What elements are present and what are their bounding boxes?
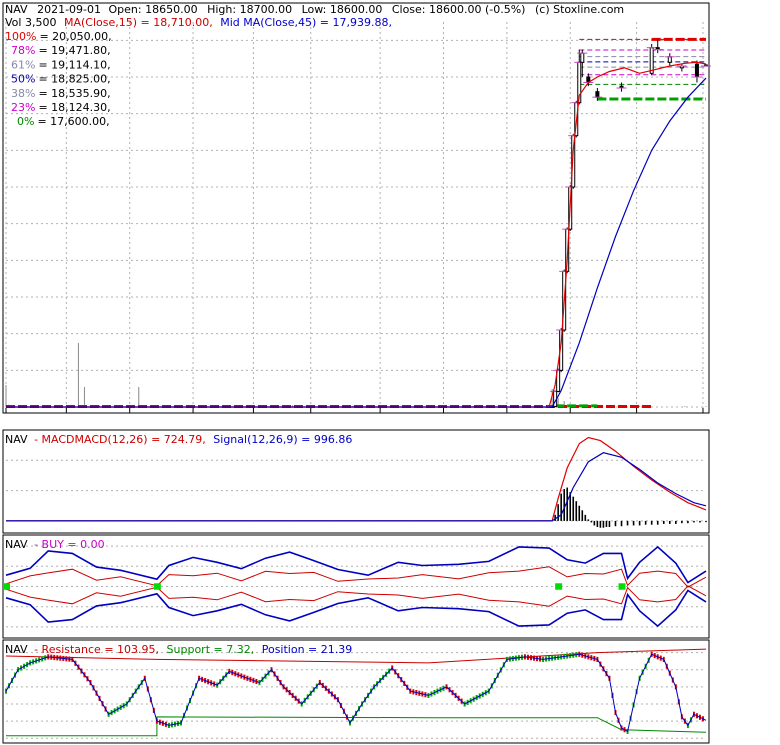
buy-header: NAV - BUY = 0.00 <box>5 538 105 551</box>
buy-signal-marker <box>618 583 626 590</box>
fib-legend-row: 78% = 19,471.80, <box>11 44 111 57</box>
fibonacci-legend: 100% = 20,050.00,78% = 19,471.80,61% = 19,1… <box>5 30 112 128</box>
buy-upper-band <box>5 545 707 584</box>
macd-series-layer <box>6 436 707 528</box>
candle-body <box>649 47 654 74</box>
fib-legend-row: 100% = 20,050.00, <box>5 30 112 43</box>
candle-body <box>667 56 672 63</box>
grid-lines <box>5 22 706 739</box>
axis-tick-labels <box>5 408 704 413</box>
position-resistance-line <box>5 648 707 664</box>
ma15-line <box>6 61 707 408</box>
fib-legend-pct: 50% <box>11 73 35 86</box>
buy-signal-marker <box>3 583 10 590</box>
price-series-layer <box>5 37 711 408</box>
macd-header: NAV - MACDMACD(12,26) = 724.79, Signal(1… <box>5 433 352 446</box>
position-panel-frame <box>2 639 710 744</box>
fib-legend-row: 50% = 18,825.00, <box>11 73 111 86</box>
price-header: NAV 2021-09-01 Open: 18650.00 High: 1870… <box>5 3 624 16</box>
fib-legend-value: = 19,114.10, <box>38 58 110 71</box>
fib-legend-pct: 61% <box>11 58 35 71</box>
buy-inner-upper <box>5 566 707 588</box>
fib-legend-value: = 19,471.80, <box>38 44 110 57</box>
fib-legend-value: = 18,124.30, <box>38 101 110 114</box>
fib-legend-pct: 0% <box>17 115 34 128</box>
fib-legend-row: 0% = 17,600.00, <box>17 115 110 128</box>
fib-legend-value: = 20,050.00, <box>39 30 111 43</box>
fib-legend-value: = 18,535.90, <box>38 87 110 100</box>
candle-body <box>580 52 585 63</box>
price-panel-frame <box>2 2 710 414</box>
fib-legend-row: 38% = 18,535.90, <box>11 87 111 100</box>
buy-inner-lower <box>5 585 707 607</box>
buy-series-layer <box>3 545 707 628</box>
position-line <box>5 653 707 733</box>
signal-line <box>6 452 707 522</box>
position-series-layer <box>5 648 707 737</box>
ma45-line <box>6 77 707 408</box>
buy-lower-band <box>5 589 707 628</box>
position-header: NAV - Resistance = 103.95, Support = 7.3… <box>5 643 352 656</box>
fib-legend-pct: 78% <box>11 44 35 57</box>
position-support-line <box>6 716 707 737</box>
candle-body <box>595 91 600 98</box>
candle-body <box>694 63 699 78</box>
fib-legend-row: 61% = 19,114.10, <box>11 58 111 71</box>
buy-signal-marker <box>153 583 161 590</box>
macd-line <box>6 436 707 522</box>
fib-legend-pct: 38% <box>11 87 35 100</box>
fib-legend-pct: 23% <box>11 101 35 114</box>
fib-legend-pct: 100% <box>5 30 36 43</box>
macd-panel-frame <box>2 429 710 534</box>
fib-legend-value: = 18,825.00, <box>38 73 110 86</box>
fib-legend-row: 23% = 18,124.30, <box>11 101 111 114</box>
volume-ma-legend: Vol 3,500 MA(Close,15) = 18,710.00, Mid … <box>5 16 392 29</box>
fib-legend-value: = 17,600.00, <box>37 115 109 128</box>
buy-signal-marker <box>555 583 563 590</box>
